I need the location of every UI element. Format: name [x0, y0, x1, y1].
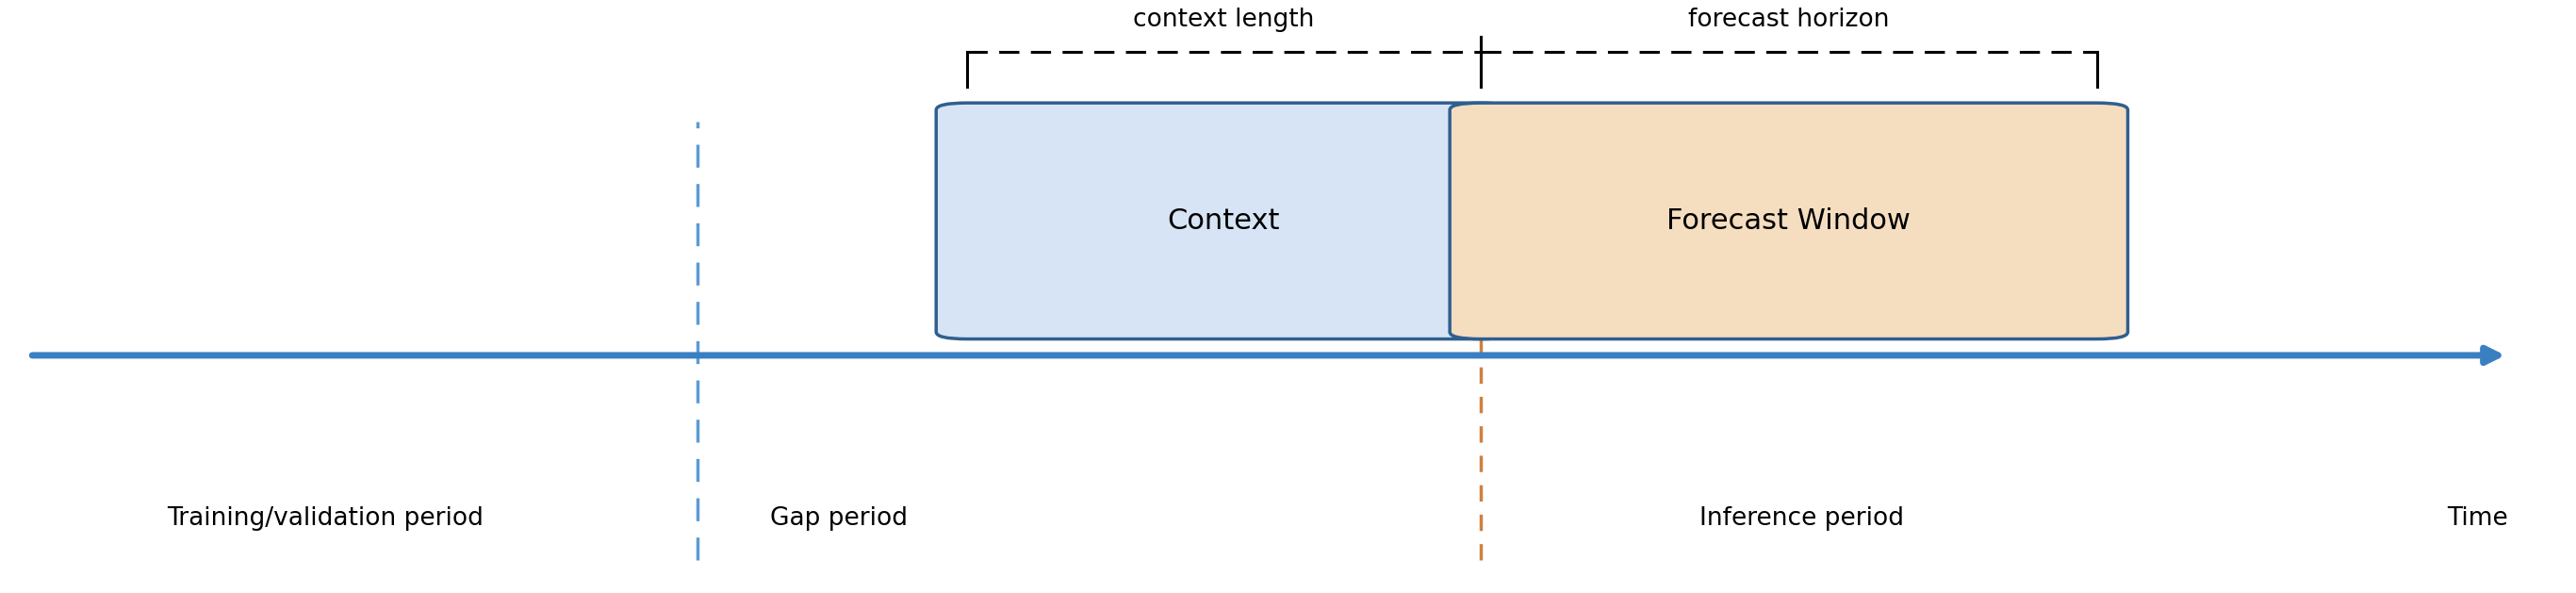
Text: Time: Time	[2447, 506, 2506, 531]
Text: forecast horizon: forecast horizon	[1687, 7, 1888, 31]
FancyBboxPatch shape	[1450, 103, 2128, 339]
Text: Forecast Window: Forecast Window	[1667, 208, 1911, 235]
Text: Inference period: Inference period	[1700, 506, 1904, 531]
Text: context length: context length	[1133, 7, 1314, 31]
Text: Context: Context	[1167, 208, 1280, 235]
Text: Training/validation period: Training/validation period	[167, 506, 484, 531]
Text: Gap period: Gap period	[770, 506, 907, 531]
FancyBboxPatch shape	[935, 103, 1512, 339]
